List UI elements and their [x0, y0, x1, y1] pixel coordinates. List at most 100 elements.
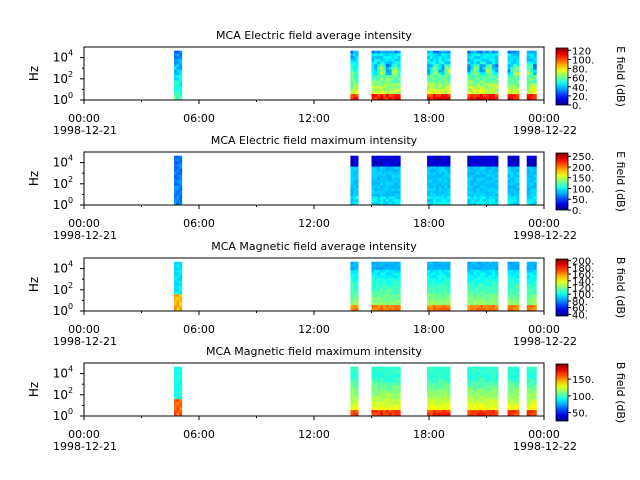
x-tick-label: 00:00 [528, 323, 560, 336]
heatmap-cell [479, 302, 484, 306]
heatmap-cell [352, 196, 356, 200]
heatmap-cell [476, 377, 480, 381]
heatmap-cell [529, 277, 534, 282]
heatmap-cell [355, 196, 359, 200]
heatmap-cell [397, 166, 401, 170]
heatmap-cell [533, 188, 537, 192]
heatmap-cell [380, 50, 384, 54]
heatmap-cell [447, 283, 451, 287]
heatmap-cell [383, 261, 387, 265]
heatmap-cell [513, 190, 517, 195]
heatmap-cell [371, 294, 375, 298]
heatmap-cell [494, 269, 499, 273]
heatmap-cell [380, 96, 384, 100]
heatmap-cell [494, 407, 499, 411]
heatmap-cell [388, 85, 393, 90]
heatmap-cell [488, 72, 493, 76]
heatmap-cell [485, 199, 490, 203]
heatmap-cell [429, 280, 434, 284]
heatmap-cell [377, 163, 381, 167]
heatmap-cell [494, 155, 499, 159]
heatmap-cell [429, 264, 434, 268]
heatmap-cell [174, 50, 178, 54]
heatmap-cell [355, 272, 359, 276]
colorbar-tick-label: 100. [572, 184, 594, 195]
heatmap-cell [397, 374, 401, 378]
heatmap-cell [391, 277, 395, 282]
heatmap-cell [485, 201, 490, 205]
heatmap-cell [470, 275, 474, 279]
heatmap-cell [491, 294, 496, 298]
heatmap-cell [350, 307, 354, 311]
heatmap-cell [444, 291, 448, 295]
heatmap-cell [391, 161, 395, 165]
heatmap-cell [377, 396, 381, 400]
x-tick-label: 00:00 [528, 217, 560, 230]
heatmap-cell [427, 196, 431, 200]
heatmap-cell [444, 399, 448, 403]
heatmap-cell [427, 155, 431, 159]
heatmap-cell [447, 291, 451, 295]
heatmap-cell [467, 201, 471, 205]
heatmap-cell [438, 404, 442, 408]
heatmap-cell [432, 169, 437, 173]
heatmap-cell [435, 161, 439, 165]
heatmap-cell [485, 401, 490, 406]
heatmap-cell [391, 296, 395, 301]
heatmap-cell [397, 174, 401, 178]
heatmap-cell [447, 410, 451, 414]
heatmap-cell [176, 272, 180, 276]
heatmap-cell [391, 294, 395, 298]
heatmap-cell [507, 66, 511, 71]
heatmap-cell [476, 169, 480, 173]
heatmap-cell [476, 404, 480, 408]
heatmap-cell [394, 305, 398, 309]
heatmap-cell [429, 69, 434, 73]
heatmap-cell [491, 96, 496, 100]
heatmap-cell [491, 296, 496, 301]
heatmap-cell [479, 177, 484, 181]
heatmap-cell [491, 299, 496, 303]
heatmap-cell [473, 372, 477, 376]
heatmap-cell [485, 382, 490, 387]
heatmap-cell [371, 286, 375, 290]
heatmap-cell [394, 410, 398, 414]
heatmap-cell [385, 307, 390, 311]
heatmap-cell [516, 182, 520, 186]
heatmap-cell [526, 66, 531, 71]
y-tick-label-exponent: 0 [68, 196, 73, 205]
heatmap-cell [391, 80, 395, 84]
heatmap-cell [516, 393, 520, 397]
heatmap-cell [485, 269, 490, 273]
heatmap-cell [388, 83, 393, 87]
heatmap-cell [529, 180, 534, 184]
heatmap-cell [388, 58, 393, 62]
heatmap-cell [444, 267, 448, 271]
colorbar-label: B field (dB) [614, 362, 627, 423]
heatmap-cell [513, 155, 517, 159]
heatmap-cell [491, 75, 496, 79]
heatmap-cell [377, 391, 381, 395]
heatmap-cell [435, 283, 439, 287]
heatmap-cell [385, 56, 390, 60]
heatmap-cell [350, 58, 354, 62]
heatmap-cell [476, 77, 480, 81]
heatmap-cell [510, 174, 514, 178]
heatmap-cell [438, 275, 442, 279]
heatmap-cell [479, 412, 484, 416]
heatmap-cell [485, 280, 490, 284]
heatmap-cell [494, 185, 499, 189]
heatmap-cell [494, 69, 499, 73]
heatmap-cell [476, 193, 480, 197]
heatmap-cell [516, 91, 520, 95]
heatmap-cell [435, 261, 439, 265]
heatmap-cell [380, 53, 384, 57]
heatmap-cell [470, 61, 474, 65]
heatmap-cell [350, 177, 354, 181]
heatmap-cell [447, 77, 451, 81]
heatmap-cell [391, 58, 395, 62]
heatmap-cell [388, 412, 393, 416]
heatmap-cell [516, 264, 520, 268]
heatmap-cell [467, 382, 471, 387]
heatmap-cell [507, 72, 511, 76]
